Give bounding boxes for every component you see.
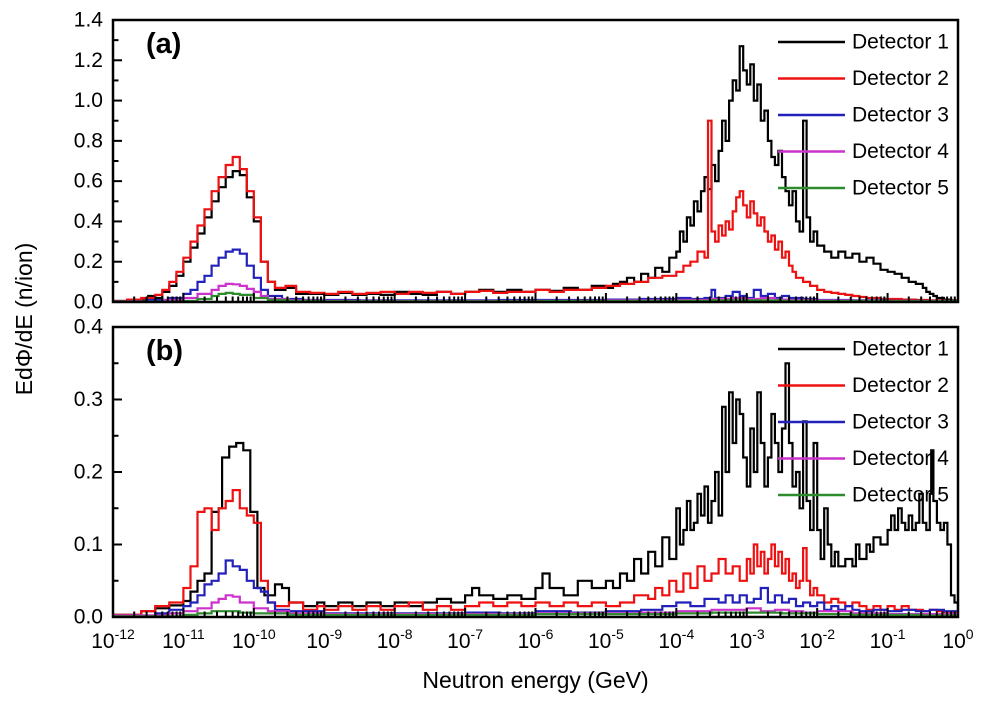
x-tick-labels: 10-12 10-11 10-10 10-9 10-8 10-7 10-6 10-5 10-4 1… bbox=[91, 626, 974, 653]
y-tick-label: 1.0 bbox=[74, 89, 103, 112]
x-tick-label: 10-8 bbox=[377, 626, 413, 653]
x-tick-label: 10-9 bbox=[306, 626, 342, 653]
y-tick-label: 1.4 bbox=[74, 9, 104, 32]
panel-b-series bbox=[113, 362, 958, 617]
y-tick-label: 0.1 bbox=[74, 533, 103, 556]
panel-ticks bbox=[112, 326, 959, 618]
legend-label-detector-1: Detector 1 bbox=[852, 31, 949, 54]
panel-tick-labels: 0.0 0.1 0.2 0.3 0.4 bbox=[74, 316, 104, 629]
legend-panel-b: Detector 1 Detector 2 Detector 3 Detector 4… bbox=[778, 338, 949, 507]
y-tick-label: 0.4 bbox=[74, 316, 104, 339]
x-tick-label: 10-6 bbox=[518, 626, 554, 653]
y-tick-label: 0.0 bbox=[74, 606, 103, 629]
legend-label-detector-2: Detector 2 bbox=[852, 67, 949, 90]
panel-a-series bbox=[113, 45, 958, 302]
x-tick-label: 10-5 bbox=[588, 626, 624, 653]
y-tick-label: 0.4 bbox=[74, 210, 104, 233]
panel-b-label: (b) bbox=[146, 335, 184, 367]
legend-label-detector-4: Detector 4 bbox=[852, 447, 949, 470]
panel-tick-labels: 0.0 0.2 0.4 0.6 0.8 1.0 1.2 1.4 bbox=[74, 9, 104, 314]
legend-label-detector-5: Detector 5 bbox=[852, 484, 949, 507]
y-tick-label: 0.6 bbox=[74, 170, 103, 193]
x-tick-label: 10-11 bbox=[162, 626, 205, 653]
y-axis-title: EdΦ/dE (n/ion) bbox=[11, 242, 37, 396]
series-detector-1-panel-b bbox=[113, 362, 958, 616]
legend-panel-a: Detector 1 Detector 2 Detector 3 Detector 4… bbox=[778, 31, 949, 200]
panel-a-label: (a) bbox=[146, 28, 182, 60]
legend-label-detector-1: Detector 1 bbox=[852, 338, 949, 361]
x-tick-label: 100 bbox=[942, 626, 973, 653]
x-tick-label: 10-3 bbox=[729, 626, 765, 653]
legend-label-detector-4: Detector 4 bbox=[852, 140, 949, 163]
y-tick-label: 1.2 bbox=[74, 49, 103, 72]
legend-label-detector-3: Detector 3 bbox=[852, 104, 949, 127]
y-tick-label: 0.0 bbox=[74, 291, 103, 314]
y-tick-label: 0.3 bbox=[74, 388, 103, 411]
x-tick-label: 10-1 bbox=[870, 626, 906, 653]
x-tick-label: 10-10 bbox=[232, 626, 276, 653]
x-axis-title: Neutron energy (GeV) bbox=[422, 667, 649, 693]
x-tick-label: 10-12 bbox=[91, 626, 135, 653]
legend-label-detector-3: Detector 3 bbox=[852, 411, 949, 434]
series-detector-3-panel-b bbox=[113, 559, 958, 617]
series-detector-1-panel-a bbox=[113, 45, 958, 302]
x-tick-label: 10-7 bbox=[447, 626, 483, 653]
y-tick-label: 0.8 bbox=[74, 129, 103, 152]
panel-frame bbox=[111, 325, 960, 619]
x-tick-label: 10-4 bbox=[658, 626, 694, 653]
legend-label-detector-2: Detector 2 bbox=[852, 374, 949, 397]
y-tick-label: 0.2 bbox=[74, 250, 103, 273]
y-tick-label: 0.2 bbox=[74, 461, 103, 484]
series-detector-2-panel-a bbox=[113, 119, 958, 302]
panel-ticks bbox=[112, 19, 959, 303]
x-tick-label: 10-2 bbox=[799, 626, 835, 653]
legend-label-detector-5: Detector 5 bbox=[852, 177, 949, 200]
